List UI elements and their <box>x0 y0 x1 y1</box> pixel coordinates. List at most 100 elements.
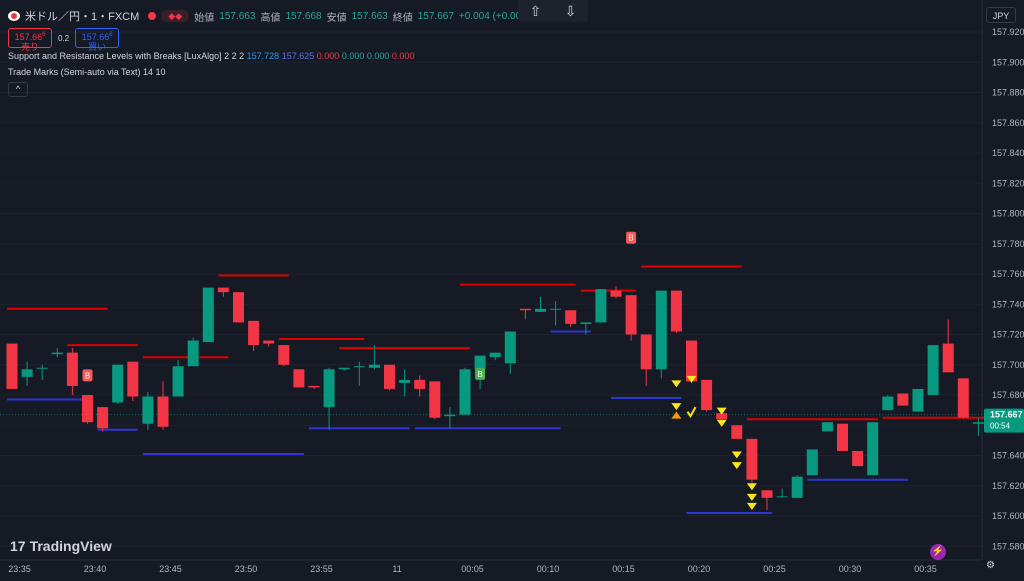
candle-body <box>595 289 607 323</box>
candle-body <box>399 379 411 383</box>
x-tick-label: 00:35 <box>914 564 937 574</box>
y-tick-label: 157.920 <box>992 27 1024 37</box>
candle-body <box>882 396 894 411</box>
close-value: 157.667 <box>417 10 454 22</box>
y-tick-label: 157.900 <box>992 57 1024 67</box>
candle-body <box>353 366 365 368</box>
candle-body <box>927 345 939 395</box>
candle-body <box>338 367 350 370</box>
high-value: 157.668 <box>285 10 322 22</box>
gear-icon[interactable]: ⚙ <box>986 560 995 571</box>
candle-body <box>36 367 48 369</box>
y-tick-label: 157.760 <box>992 269 1024 279</box>
trade-marker <box>626 231 637 244</box>
down-arrow-mark <box>716 419 727 427</box>
scroll-down-button[interactable]: ⇩ <box>564 2 577 19</box>
y-tick-label: 157.680 <box>992 390 1024 400</box>
candle-body <box>474 355 486 370</box>
symbol-name[interactable]: 米ドル／円・1・FXCM <box>25 11 140 23</box>
down-arrow-mark <box>746 483 757 491</box>
sell-button[interactable]: 157.666 売り <box>8 28 52 52</box>
candle-body <box>972 422 984 424</box>
candle-body <box>217 287 229 293</box>
bar-replay-icon[interactable]: ◆◆ <box>161 10 190 22</box>
candle-body <box>233 292 244 323</box>
low-label: 安値 <box>326 12 347 24</box>
y-tick-label: 157.880 <box>992 88 1024 98</box>
candle-body <box>912 388 924 412</box>
y-tick-label: 157.820 <box>992 178 1024 188</box>
candle-body <box>187 340 199 367</box>
x-tick-label: 11 <box>392 564 401 574</box>
x-tick-label: 23:35 <box>8 564 31 574</box>
current-price-tag <box>984 408 1024 433</box>
candle-body <box>776 496 788 498</box>
down-arrow-mark <box>746 493 757 501</box>
x-tick-label: 00:15 <box>612 564 635 574</box>
candle-body <box>942 343 954 373</box>
candle-body <box>867 422 879 476</box>
candle-body <box>686 340 697 382</box>
candle-body <box>565 310 577 324</box>
candle-body <box>580 322 592 324</box>
candle-body <box>791 476 803 498</box>
y-tick-label: 157.860 <box>992 118 1024 128</box>
candle-body <box>97 407 109 429</box>
bolt-icon[interactable]: ⚡ <box>930 544 946 560</box>
candle-body <box>323 369 335 408</box>
candle-body <box>550 308 562 310</box>
candle-body <box>172 366 184 397</box>
down-arrow-mark <box>731 462 742 470</box>
chart-legend: 米ドル／円・1・FXCM ◆◆ 始値 157.663 高値 157.668 安値 15… <box>8 8 533 97</box>
candle-body <box>51 352 63 355</box>
candle-body <box>640 334 652 370</box>
candle-body <box>806 449 818 476</box>
candle-body <box>670 290 682 332</box>
down-arrow-mark <box>716 407 727 415</box>
candle-body <box>263 340 275 344</box>
x-tick-label: 00:20 <box>688 564 711 574</box>
candle-body <box>414 379 426 389</box>
scroll-up-button[interactable]: ⇧ <box>529 2 542 19</box>
y-tick-label: 157.720 <box>992 330 1024 340</box>
countdown-label: 00:54 <box>990 422 1011 431</box>
candle-body <box>66 352 78 386</box>
symbol-row: 米ドル／円・1・FXCM ◆◆ 始値 157.663 高値 157.668 安値 15… <box>8 8 533 24</box>
candle-body <box>21 369 33 377</box>
candle-body <box>655 290 667 370</box>
tv-logo-icon: 17 <box>10 538 26 554</box>
collapse-legend-button[interactable]: ^ <box>8 82 28 97</box>
candle-body <box>82 395 93 423</box>
down-arrow-mark <box>746 502 757 510</box>
floating-toolbar: ⇧ ⇩ <box>518 0 588 22</box>
x-tick-label: 00:30 <box>839 564 862 574</box>
trade-marker-label: B <box>85 371 90 380</box>
y-tick-label: 157.640 <box>992 451 1024 461</box>
open-label: 始値 <box>194 12 215 24</box>
candle-body <box>837 423 848 451</box>
y-tick-label: 157.700 <box>992 360 1024 370</box>
candle-body <box>444 414 456 417</box>
currency-button[interactable]: JPY <box>986 7 1016 23</box>
candle-body <box>459 369 471 415</box>
indicator-trade-marks[interactable]: Trade Marks (Semi-auto via Text) 14 10 <box>8 67 166 77</box>
candle-body <box>625 295 637 335</box>
candle-body <box>519 308 531 311</box>
trade-marker <box>475 367 486 380</box>
candle-body <box>429 381 441 418</box>
check-mark <box>686 406 697 419</box>
x-tick-label: 00:10 <box>537 564 560 574</box>
trade-marker <box>82 369 93 382</box>
y-tick-label: 157.620 <box>992 481 1024 491</box>
buy-button[interactable]: 157.668 買い <box>75 28 120 52</box>
candle-body <box>293 369 305 388</box>
trade-marker-label: B <box>628 234 633 243</box>
candle-body <box>278 345 290 365</box>
candle-body <box>384 364 395 389</box>
x-tick-label: 23:45 <box>159 564 182 574</box>
y-tick-label: 157.780 <box>992 239 1024 249</box>
indicator-sr[interactable]: Support and Resistance Levels with Break… <box>8 51 415 61</box>
down-arrow-mark <box>731 451 742 459</box>
